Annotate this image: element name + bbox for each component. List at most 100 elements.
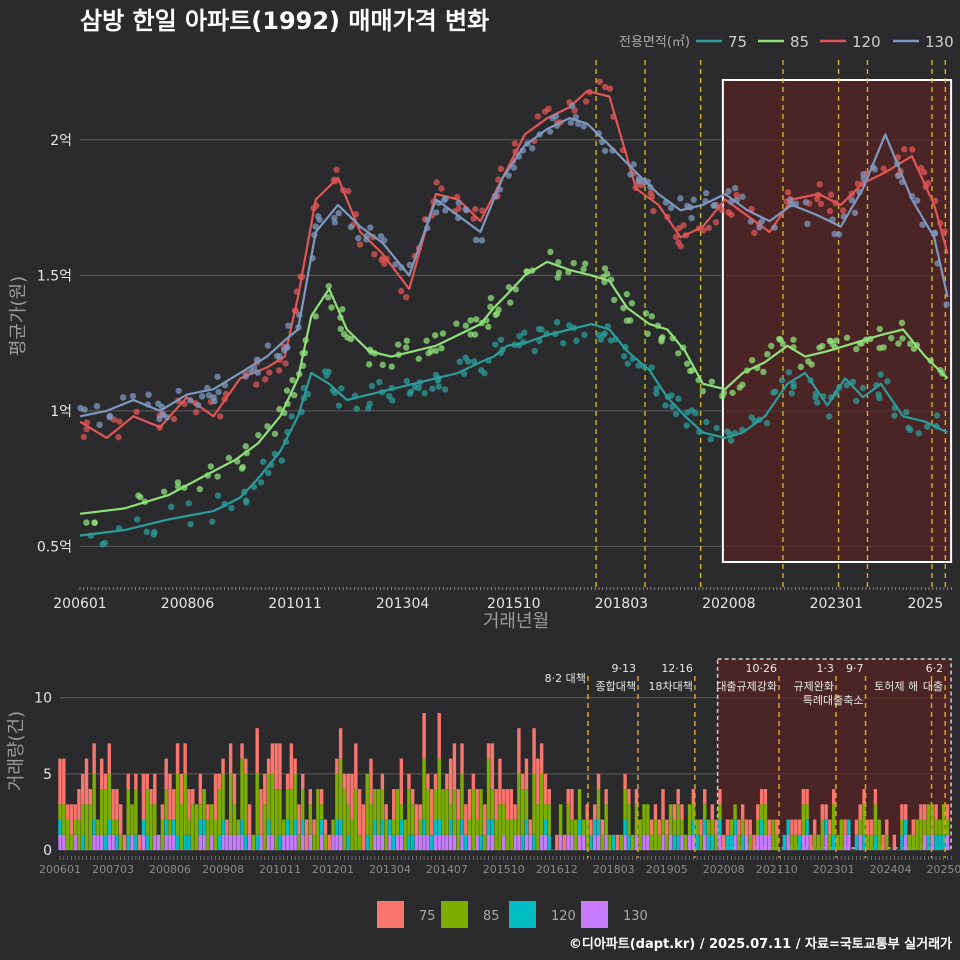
volume-bar-75 <box>187 789 191 820</box>
price-point-85 <box>492 311 499 319</box>
volume-bar-120 <box>244 834 248 850</box>
volume-bar-75 <box>213 773 218 820</box>
volume-bar-85 <box>433 789 438 820</box>
volume-bar-130 <box>73 834 77 850</box>
price-point-85 <box>547 248 554 256</box>
price-point-75 <box>492 341 499 348</box>
volume-bar-75 <box>498 758 502 805</box>
price-point-85 <box>432 332 439 339</box>
price-point-75 <box>143 528 150 536</box>
price-point-75 <box>843 382 850 389</box>
volume-bar-75 <box>649 819 654 835</box>
price-point-130 <box>242 373 249 380</box>
volume-bar-85 <box>357 834 362 850</box>
volume-bar-120 <box>141 819 146 835</box>
price-point-120 <box>170 415 178 423</box>
volume-bar-85 <box>145 789 149 835</box>
volume-bar-85 <box>198 804 203 820</box>
volume-bar-130 <box>703 834 707 850</box>
volume-x-tick-label: 201612 <box>536 863 578 876</box>
volume-bar-120 <box>612 834 616 850</box>
volume-bar-75 <box>767 819 771 835</box>
price-point-85 <box>910 345 918 352</box>
price-point-75 <box>353 405 360 412</box>
volume-bar-85 <box>570 819 574 835</box>
volume-bar-75 <box>509 789 514 820</box>
price-y-tick-label: 0.5억 <box>37 539 72 555</box>
volume-annotation-line2: 토허제 해 <box>874 679 918 693</box>
price-point-75 <box>441 386 449 393</box>
price-point-85 <box>196 485 203 493</box>
price-point-130 <box>580 123 587 130</box>
volume-bar-130 <box>539 834 544 850</box>
price-point-120 <box>216 413 224 420</box>
price-point-120 <box>817 200 825 208</box>
price-point-85 <box>432 347 440 354</box>
price-point-120 <box>511 140 519 147</box>
price-point-75 <box>692 410 699 417</box>
volume-bar-85 <box>134 789 138 835</box>
price-point-85 <box>365 361 373 368</box>
volume-bar-85 <box>524 789 529 820</box>
volume-bar-85 <box>919 819 923 850</box>
volume-bar-75 <box>824 804 828 820</box>
volume-bar-130 <box>502 834 506 850</box>
price-point-130 <box>478 237 486 244</box>
volume-bar-75 <box>206 804 210 820</box>
price-point-75 <box>607 337 615 344</box>
volume-bar-85 <box>930 804 934 835</box>
volume-bar-120 <box>422 819 426 835</box>
price-point-85 <box>699 387 707 395</box>
volume-bar-130 <box>259 834 263 850</box>
volume-bar-85 <box>486 758 491 820</box>
volume-bar-85 <box>816 834 821 850</box>
volume-bar-130 <box>623 834 627 850</box>
volume-bar-85 <box>638 819 642 850</box>
price-point-75 <box>724 428 731 435</box>
volume-bar-120 <box>733 819 737 835</box>
price-point-75 <box>648 364 655 371</box>
volume-bar-120 <box>365 834 369 850</box>
volume-annotation-line1: 10·26 <box>746 662 778 675</box>
price-point-130 <box>442 195 449 202</box>
volume-bar-85 <box>680 819 684 835</box>
volume-bar-85 <box>437 758 441 820</box>
volume-bar-75 <box>843 819 847 835</box>
price-point-85 <box>344 334 351 341</box>
volume-bar-130 <box>437 834 441 850</box>
price-point-75 <box>859 384 867 392</box>
volume-bar-130 <box>604 834 608 850</box>
volume-bar-85 <box>695 819 699 835</box>
legend-top-label-75: 75 <box>728 33 747 51</box>
volume-bar-120 <box>380 819 385 835</box>
price-point-120 <box>920 169 928 176</box>
price-x-axis-title: 거래년월 <box>483 611 549 632</box>
volume-bar-85 <box>479 789 483 835</box>
volume-bar-130 <box>733 834 737 850</box>
volume-bar-130 <box>460 834 464 850</box>
price-point-130 <box>455 199 462 207</box>
volume-bar-130 <box>490 834 495 850</box>
price-point-120 <box>192 408 200 416</box>
volume-bar-75 <box>900 804 904 820</box>
volume-bar-130 <box>247 834 252 850</box>
price-point-75 <box>421 390 428 397</box>
legend-top-label-120: 120 <box>852 33 881 51</box>
price-point-75 <box>771 388 779 395</box>
price-point-85 <box>610 296 618 304</box>
price-point-130 <box>848 196 855 204</box>
volume-bar-85 <box>175 773 180 835</box>
volume-bar-75 <box>103 773 108 790</box>
price-point-130 <box>731 184 739 192</box>
volume-bar-85 <box>81 804 85 835</box>
volume-x-tick-label: 201304 <box>369 863 411 876</box>
legend-top-label-130: 130 <box>925 33 954 51</box>
volume-bar-85 <box>395 789 400 835</box>
volume-x-tick-label: 201407 <box>426 863 468 876</box>
price-point-120 <box>718 206 725 213</box>
volume-bar-85 <box>748 834 752 850</box>
price-point-130 <box>546 128 554 135</box>
volume-bar-130 <box>225 834 229 850</box>
volume-bar-120 <box>240 819 244 835</box>
volume-bar-130 <box>930 834 934 850</box>
